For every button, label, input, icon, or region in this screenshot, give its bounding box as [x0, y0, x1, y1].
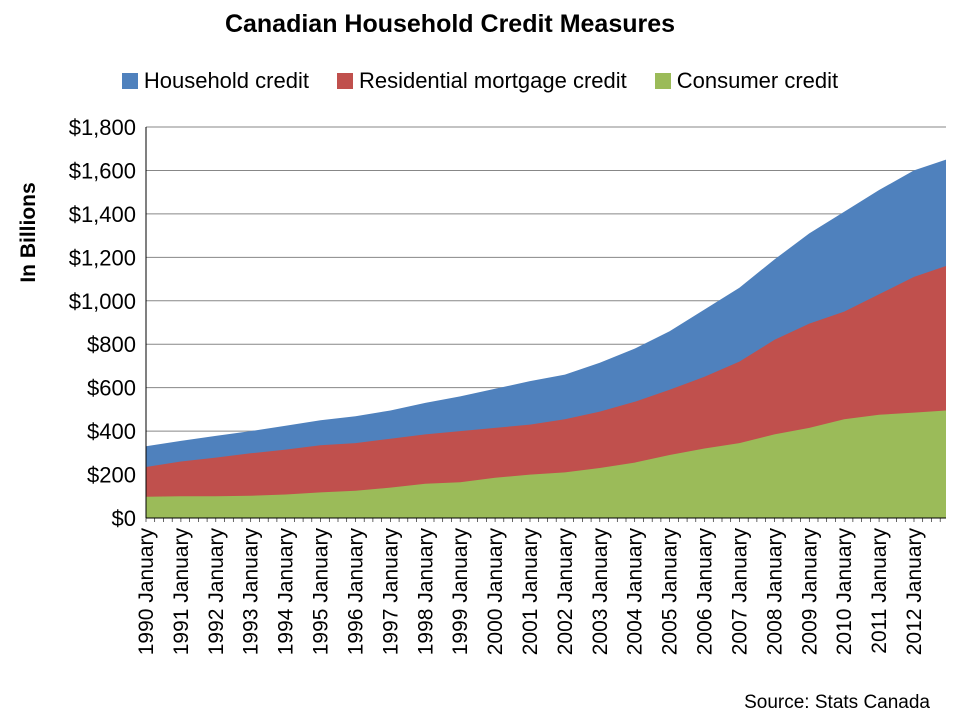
y-tick-label: $1,000 [69, 289, 136, 314]
x-tick-label: 2010 January [833, 528, 856, 656]
x-tick-label: 2009 January [798, 528, 821, 656]
legend-label-consumer: Consumer credit [676, 68, 839, 93]
y-tick-label: $0 [112, 506, 136, 531]
legend-swatch-household [121, 73, 138, 89]
x-tick-label: 2011 January [868, 528, 891, 654]
x-tick-label: 1998 January [414, 528, 437, 656]
area-series-2 [146, 410, 946, 518]
y-tick-label: $1,800 [69, 115, 136, 140]
y-tick-label: $200 [87, 463, 136, 488]
legend-swatch-mortgage [336, 73, 353, 89]
source-note: Source: Stats Canada [744, 692, 930, 713]
x-tick-label: 2005 January [659, 528, 682, 656]
y-tick-label: $1,200 [69, 245, 136, 270]
x-tick-label: 1994 January [275, 528, 298, 656]
x-tick-label: 2006 January [694, 528, 717, 656]
x-tick-label: 1997 January [379, 528, 402, 656]
legend-label-household: Household credit [143, 68, 309, 93]
x-tick-label: 1990 January [135, 528, 158, 656]
legend-swatch-consumer [654, 73, 671, 89]
x-tick-label: 2001 January [519, 528, 542, 656]
x-tick-label: 1993 January [240, 528, 263, 656]
legend-item-consumer: Consumer credit [654, 68, 839, 94]
x-tick-label: 2008 January [763, 528, 786, 656]
legend-item-household: Household credit [121, 68, 309, 94]
x-tick-label: 1996 January [345, 528, 368, 656]
x-tick-label: 2000 January [484, 528, 507, 656]
x-tick-label: 1991 January [170, 528, 193, 656]
x-tick-label: 1995 January [310, 528, 333, 656]
x-tick-label: 2003 January [589, 528, 612, 656]
legend-label-mortgage: Residential mortgage credit [358, 68, 627, 93]
x-tick-label: 2007 January [728, 528, 751, 656]
chart-title: Canadian Household Credit Measures [224, 10, 676, 38]
x-tick-label: 2002 January [554, 528, 577, 656]
y-tick-label: $1,600 [69, 158, 136, 183]
y-tick-label: $400 [87, 419, 136, 444]
y-tick-label: $1,400 [69, 202, 136, 227]
legend: Household credit Residential mortgage cr… [0, 68, 960, 94]
legend-item-mortgage: Residential mortgage credit [336, 68, 627, 94]
y-axis-title: In Billions [17, 182, 40, 282]
x-tick-label: 1992 January [205, 528, 228, 656]
x-tick-label: 2012 January [903, 528, 926, 656]
x-tick-label: 2004 January [624, 528, 647, 656]
y-tick-label: $800 [87, 332, 136, 357]
x-tick-label: 1999 January [449, 528, 472, 656]
y-tick-label: $600 [87, 376, 136, 401]
